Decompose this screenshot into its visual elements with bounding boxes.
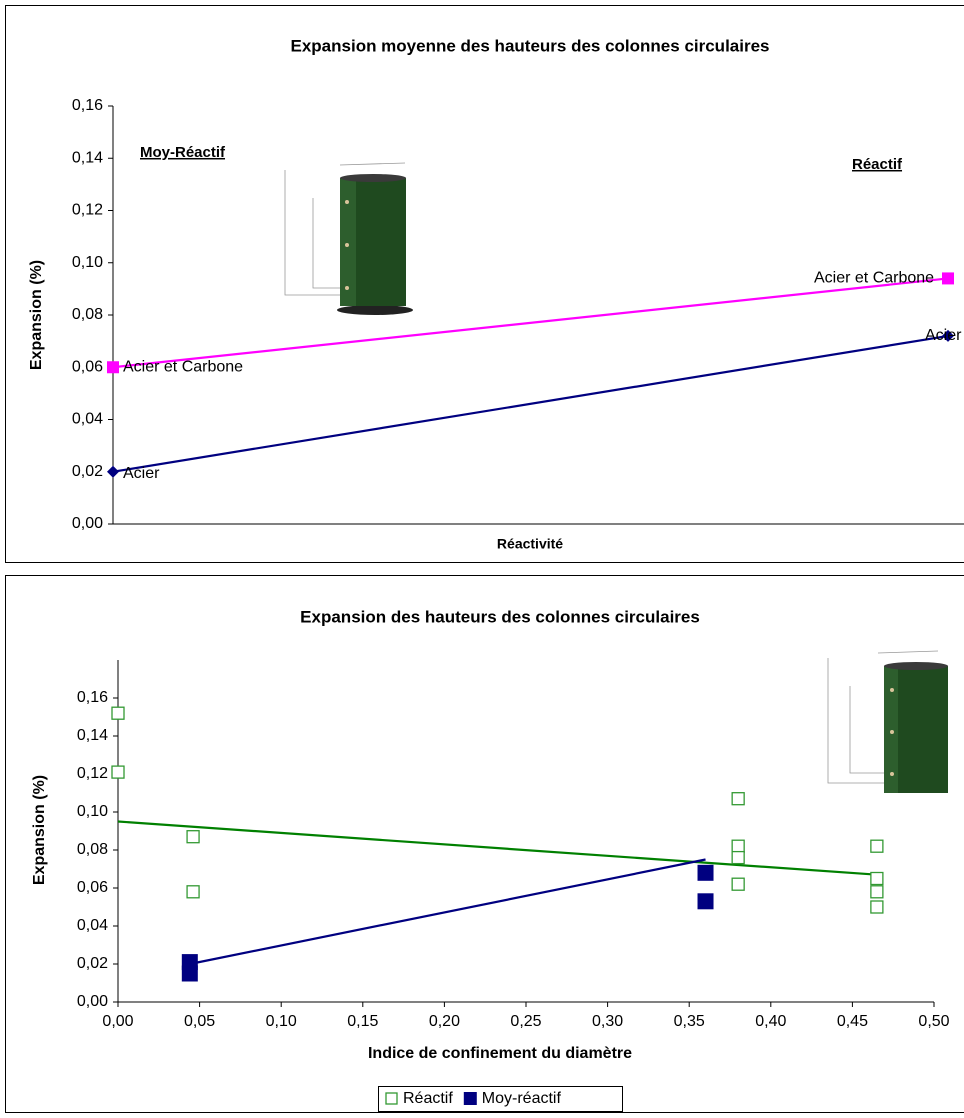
y-tick-label: 0,16 [77,689,108,706]
legend-label: Réactif [403,1090,453,1107]
y-tick-label: 0,10 [72,254,103,271]
data-label: Acier et Carbone [123,358,243,375]
x-tick-label: 0,00 [102,1013,133,1030]
x-axis-label: Réactivité [497,536,563,552]
data-label: Acier [123,465,160,482]
y-tick-label: 0,02 [77,955,108,972]
y-tick-label: 0,02 [72,463,103,480]
y-tick-label: 0,08 [77,841,108,858]
y-tick-label: 0,04 [77,917,108,934]
marker [871,886,883,898]
y-tick-label: 0,00 [77,993,108,1010]
x-tick-label: 0,35 [674,1013,705,1030]
y-tick-label: 0,12 [72,202,103,219]
page: Expansion moyenne des hauteurs des colon… [0,0,964,1118]
legend: Réactif Moy-réactif [379,1087,623,1112]
x-tick-label: 0,20 [429,1013,460,1030]
y-tick-label: 0,08 [72,306,103,323]
marker [732,793,744,805]
y-tick-label: 0,16 [72,97,103,114]
x-tick-label: 0,05 [184,1013,215,1030]
x-tick-label: 0,40 [755,1013,786,1030]
marker [698,865,714,881]
marker [871,901,883,913]
marker [732,878,744,890]
legend-swatch [386,1093,397,1104]
x-axis-label: Indice de confinement du diamètre [368,1045,632,1062]
x-tick-label: 0,15 [347,1013,378,1030]
data-label: Acier [925,327,962,344]
chart-title: Expansion moyenne des hauteurs des colon… [291,36,770,55]
marker [112,766,124,778]
y-tick-label: 0,06 [72,358,103,375]
x-tick-label: 0,45 [837,1013,868,1030]
marker [871,873,883,885]
x-tick-label: 0,25 [510,1013,541,1030]
y-axis-label: Expansion (%) [31,775,48,885]
x-tick-label: 0,30 [592,1013,623,1030]
y-tick-label: 0,10 [77,803,108,820]
legend-label: Moy-réactif [482,1090,562,1107]
marker [187,886,199,898]
y-tick-label: 0,12 [77,765,108,782]
y-axis-label: Expansion (%) [28,260,45,370]
x-tick-label: 0,10 [266,1013,297,1030]
marker [182,966,198,982]
marker [107,361,119,373]
chart-title: Expansion des hauteurs des colonnes circ… [300,607,700,626]
marker [698,893,714,909]
legend-swatch [464,1092,477,1105]
chart-frame [6,576,964,1113]
annotation: Réactif [852,156,903,173]
data-label: Acier et Carbone [814,270,934,287]
y-tick-label: 0,14 [77,727,108,744]
marker [871,840,883,852]
y-tick-label: 0,06 [77,879,108,896]
marker [732,840,744,852]
x-tick-label: 0,50 [918,1013,949,1030]
y-tick-label: 0,14 [72,149,103,166]
marker [112,707,124,719]
annotation: Moy-Réactif [140,144,226,161]
y-tick-label: 0,00 [72,515,103,532]
marker [732,852,744,864]
y-tick-label: 0,04 [72,411,103,428]
marker [187,831,199,843]
marker [942,272,954,284]
